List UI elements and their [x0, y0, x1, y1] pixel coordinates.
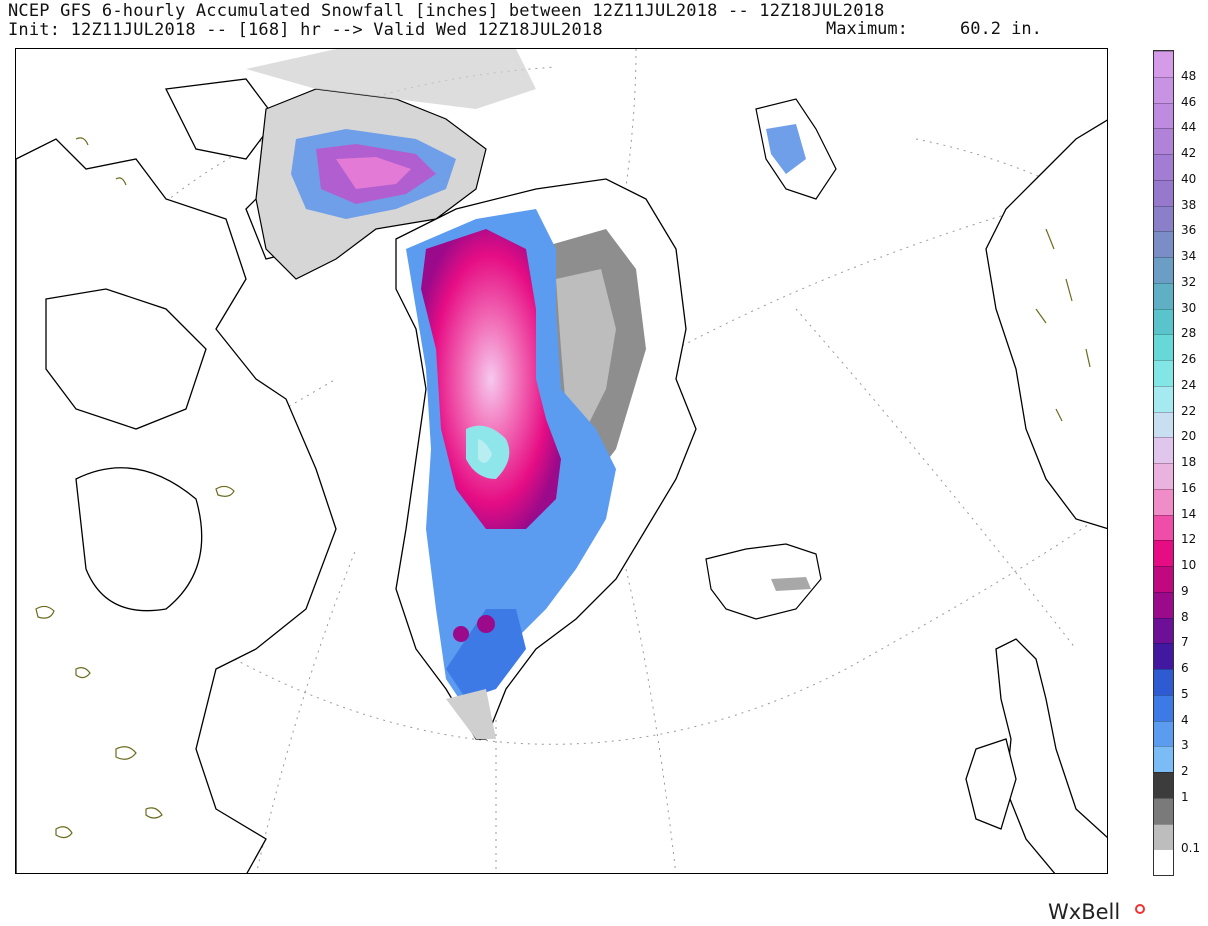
- colorbar-bin: [1154, 643, 1173, 669]
- colorbar-bin: [1154, 154, 1173, 180]
- colorbar-tick-label: 36: [1181, 223, 1197, 238]
- svalbard: [755, 98, 837, 200]
- brand-dot-icon: [1135, 904, 1145, 914]
- map-canvas: [16, 49, 1107, 873]
- colorbar-tick-label: 8: [1181, 609, 1189, 624]
- colorbar-tick-label: 18: [1181, 455, 1197, 469]
- map-title: NCEP GFS 6-hourly Accumulated Snowfall […: [8, 1, 885, 21]
- colorbar-bin: [1154, 772, 1173, 798]
- colorbar-bin: [1154, 282, 1173, 309]
- colorbar-tick-label: 44: [1181, 120, 1197, 135]
- colorbar-bin: [1154, 849, 1173, 875]
- colorbar-tick-label: 46: [1181, 94, 1197, 109]
- colorbar-tick-label: 24: [1181, 377, 1197, 392]
- colorbar-tick-label: 2: [1181, 764, 1189, 778]
- maximum-value: 60.2 in.: [960, 19, 1042, 39]
- colorbar-bin: [1154, 617, 1173, 644]
- lakes: [35, 137, 1091, 839]
- colorbar-tick-label: 48: [1181, 68, 1197, 83]
- colorbar-bin: [1154, 669, 1173, 695]
- ellesmere-island: [246, 49, 536, 280]
- colorbar-tick-label: 38: [1181, 197, 1197, 212]
- colorbar-bin: [1154, 514, 1173, 541]
- colorbar-bin: [1154, 437, 1173, 463]
- colorbar-tick-label: 32: [1181, 274, 1197, 289]
- colorbar-bin: [1154, 797, 1173, 824]
- colorbar-bin: [1154, 720, 1173, 747]
- iceland: [705, 543, 822, 620]
- colorbar-bin: [1154, 257, 1173, 283]
- colorbar-tick-label: 28: [1181, 326, 1197, 341]
- colorbar-tick-label: 4: [1181, 712, 1189, 727]
- colorbar-tick-label: 7: [1181, 635, 1189, 650]
- colorbar-bin: [1154, 102, 1173, 129]
- scandinavia: [985, 119, 1107, 530]
- colorbar-tick-label: 20: [1181, 429, 1197, 444]
- colorbar-bin: [1154, 463, 1173, 489]
- colorbar-bin: [1154, 540, 1173, 566]
- brand-logo: WxBell: [1048, 900, 1121, 924]
- colorbar-bin: [1154, 231, 1173, 257]
- colorbar-bin: [1154, 51, 1173, 77]
- colorbar-tick-label: 26: [1181, 352, 1197, 366]
- colorbar: [1153, 50, 1174, 876]
- british-isles: [965, 638, 1107, 873]
- colorbar-tick-label: 9: [1181, 583, 1189, 598]
- colorbar-bin: [1154, 76, 1173, 103]
- map-subtitle: Init: 12Z11JUL2018 -- [168] hr --> Valid…: [8, 20, 603, 40]
- colorbar-bin: [1154, 308, 1173, 335]
- colorbar-bin: [1154, 205, 1173, 232]
- colorbar-bin: [1154, 566, 1173, 592]
- snowfall-map: [15, 48, 1108, 874]
- colorbar-bin: [1154, 488, 1173, 515]
- colorbar-bin: [1154, 823, 1173, 850]
- colorbar-bin: [1154, 334, 1173, 360]
- colorbar-tick-label: 30: [1181, 300, 1197, 315]
- maximum-label: Maximum:: [826, 19, 908, 39]
- colorbar-bin: [1154, 179, 1173, 206]
- colorbar-tick-label: 34: [1181, 249, 1197, 263]
- colorbar-tick-label: 6: [1181, 661, 1189, 675]
- colorbar-bin: [1154, 746, 1173, 772]
- colorbar-tick-label: 22: [1181, 403, 1197, 418]
- colorbar-tick-label: 42: [1181, 146, 1197, 160]
- colorbar-tick-label: 14: [1181, 506, 1197, 521]
- colorbar-bin: [1154, 694, 1173, 721]
- greenland: [395, 178, 697, 740]
- colorbar-tick-label: 16: [1181, 480, 1197, 495]
- colorbar-bin: [1154, 591, 1173, 618]
- colorbar-bin: [1154, 360, 1173, 386]
- colorbar-tick-label: 5: [1181, 686, 1189, 701]
- colorbar-tick-label: 10: [1181, 558, 1197, 572]
- colorbar-bin: [1154, 411, 1173, 438]
- colorbar-tick-label: 3: [1181, 738, 1189, 753]
- colorbar-bin: [1154, 128, 1173, 154]
- colorbar-tick-label: 12: [1181, 532, 1197, 547]
- colorbar-tick-label: 1: [1181, 789, 1189, 804]
- colorbar-tick-label: 40: [1181, 171, 1197, 186]
- colorbar-bin: [1154, 385, 1173, 412]
- colorbar-tick-label: 0.1: [1181, 841, 1201, 856]
